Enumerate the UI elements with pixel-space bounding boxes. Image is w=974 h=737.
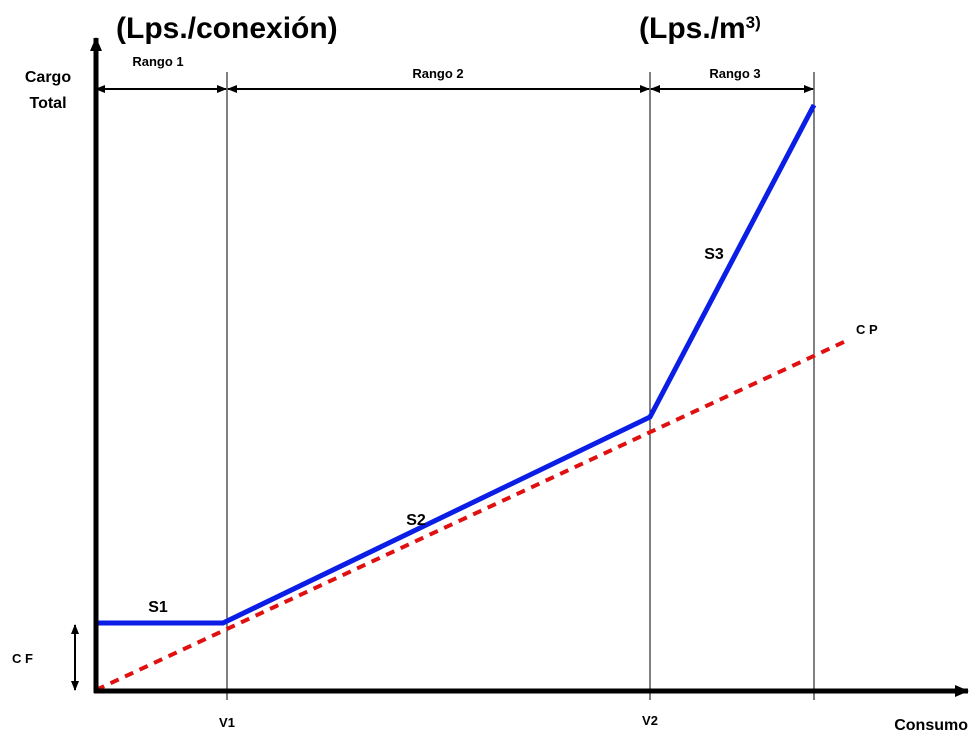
range-3-label: Rango 3 (709, 66, 760, 81)
cf-label: C F (12, 651, 33, 666)
cp-label: C P (856, 322, 878, 337)
cp-line (95, 338, 849, 692)
title-right-main: (Lps./m (639, 12, 746, 45)
y-axis-label-line2: Total (29, 95, 66, 112)
marker-v1: V1 (219, 715, 235, 730)
y-axis-label-line1: Cargo (25, 69, 71, 86)
segment-s1-label: S1 (148, 599, 168, 616)
range-1-label: Rango 1 (132, 54, 183, 69)
tariff-line (96, 103, 817, 626)
title-left: (Lps./conexión) (116, 12, 338, 45)
title-right: (Lps./m3) (639, 12, 761, 45)
x-axis-label: Consumo (894, 717, 968, 734)
title-right-sup: 3) (746, 13, 761, 32)
segment-s3-label: S3 (704, 246, 724, 263)
range-2-label: Rango 2 (412, 66, 463, 81)
marker-v2: V2 (642, 713, 658, 728)
segment-s2-label: S2 (406, 512, 426, 529)
